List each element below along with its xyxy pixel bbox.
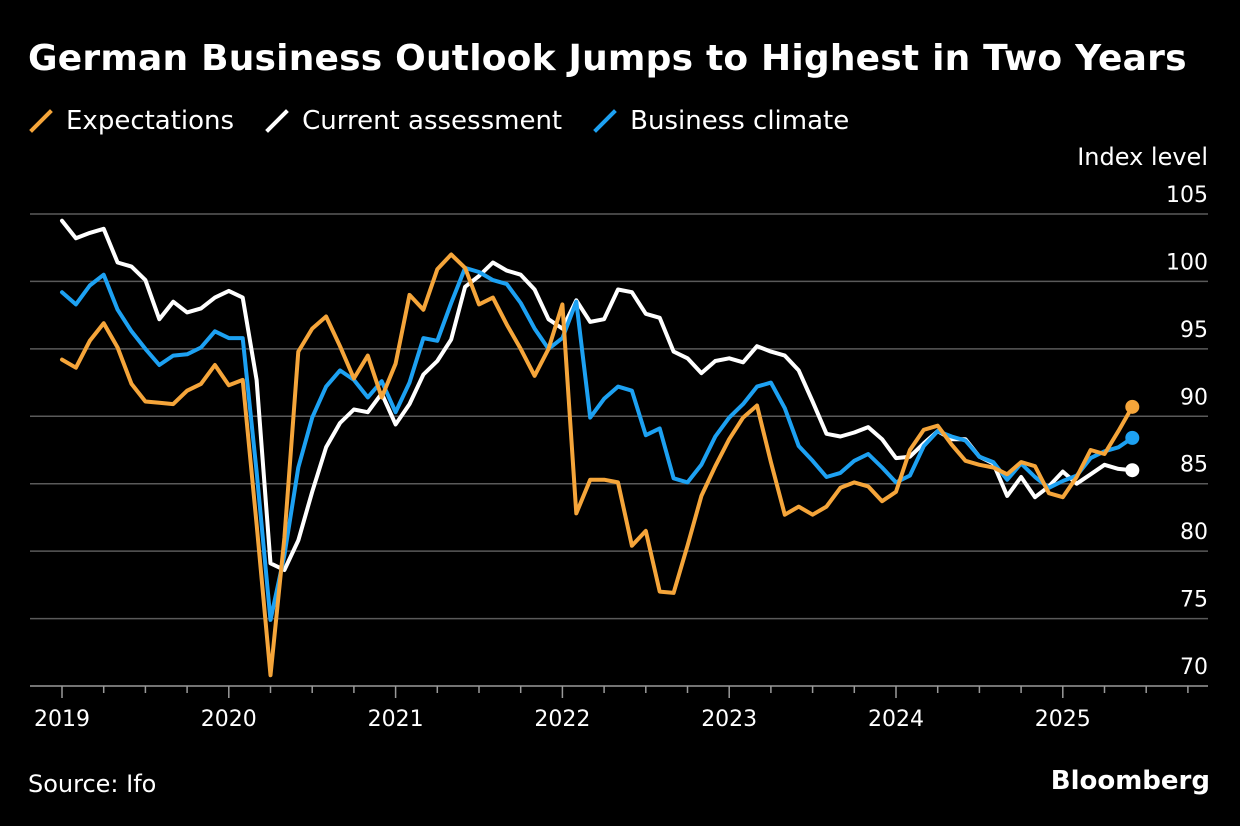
y-tick-label-70: 70 [1180,655,1208,680]
series-line-business-climate [60,265,1135,622]
y-tick-label-90: 90 [1180,385,1208,410]
grid-lines [30,213,1208,620]
chart-title: German Business Outlook Jumps to Highest… [28,38,1187,79]
x-tick-label-2025: 2025 [1035,707,1091,732]
end-marker-business-climate [1125,430,1140,445]
y-tick-label-75: 75 [1180,588,1208,613]
y-axis-unit-label: Index level [1077,143,1208,171]
y-tick-labels: 105 100 95 90 85 80 75 70 [1166,183,1208,680]
x-tick-label-2023: 2023 [701,707,757,732]
legend-swatch-business-climate [593,109,617,133]
series-line-expectations [60,252,1135,678]
legend-label-current-assessment: Current assessment [302,106,563,136]
source-note: Source: Ifo [28,770,157,798]
legend-item-current-assessment: Current assessment [264,106,562,136]
series-line-current-assessment [60,218,1135,572]
x-tick-label-2021: 2021 [368,707,424,732]
y-tick-label-105: 105 [1166,183,1208,208]
x-tick-label-2022: 2022 [534,707,590,732]
end-marker-expectations [1125,399,1140,414]
legend-label-business-climate: Business climate [630,106,850,136]
y-tick-label-80: 80 [1180,520,1208,545]
end-markers [1125,399,1140,478]
legend-label-expectations: Expectations [66,106,235,136]
legend-swatch-current-assessment [265,109,289,133]
bloomberg-logo: Bloomberg [1050,766,1210,796]
x-tick-label-2019: 2019 [34,707,90,732]
x-tick-label-2024: 2024 [868,707,924,732]
y-tick-label-85: 85 [1180,453,1208,478]
legend: Expectations Current assessment Business… [28,106,879,136]
x-axis: 2019 2020 2021 2022 2023 2024 2025 [30,685,1208,732]
series-lines [60,218,1135,678]
x-tick-label-2020: 2020 [201,707,257,732]
legend-item-business-climate: Business climate [592,106,849,136]
legend-item-expectations: Expectations [28,106,234,136]
legend-swatch-expectations [29,109,53,133]
y-tick-label-100: 100 [1166,250,1208,275]
end-marker-current-assessment [1125,463,1140,478]
y-tick-label-95: 95 [1180,318,1208,343]
